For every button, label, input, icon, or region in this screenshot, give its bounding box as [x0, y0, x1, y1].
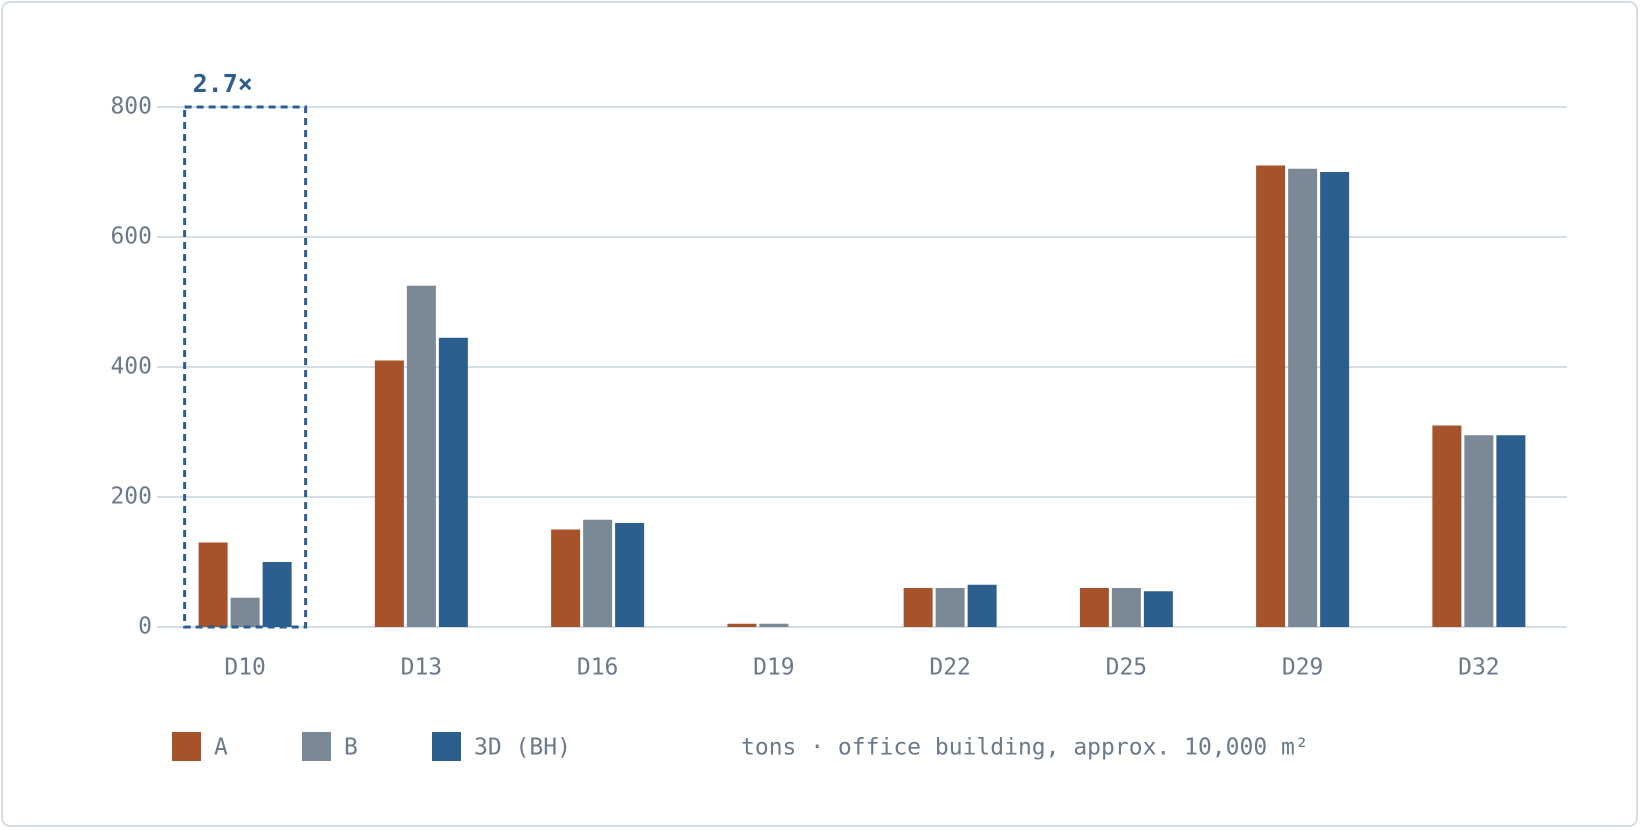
legend-label: A [214, 735, 228, 761]
bar [1288, 168, 1318, 627]
bar [903, 588, 933, 627]
bar [759, 623, 789, 627]
bar [1464, 435, 1494, 627]
legend-label: B [344, 735, 358, 761]
x-tick-label: D25 [1106, 655, 1148, 681]
x-tick-label: D29 [1282, 655, 1324, 681]
bar [198, 542, 228, 627]
bar [615, 523, 645, 627]
y-tick-label: 0 [138, 614, 152, 640]
bar [935, 588, 965, 627]
y-tick-label: 200 [110, 484, 152, 510]
x-tick-label: D19 [753, 655, 795, 681]
bar [551, 529, 581, 627]
bar [262, 562, 292, 627]
bar [1256, 165, 1286, 627]
bar [1432, 425, 1462, 627]
y-tick-label: 800 [110, 94, 152, 120]
x-tick-label: D16 [577, 655, 619, 681]
x-tick-label: D22 [929, 655, 971, 681]
annotation: 2.7× [193, 69, 253, 98]
x-tick-label: D13 [401, 655, 443, 681]
y-tick-label: 400 [110, 354, 152, 380]
legend-swatch [172, 732, 201, 761]
x-tick-label: D32 [1458, 655, 1500, 681]
bar [230, 597, 260, 627]
bar [967, 584, 997, 627]
bar [406, 285, 436, 627]
bar [1079, 588, 1109, 627]
bar [438, 337, 468, 627]
note: tons · office building, approx. 10,000 m… [741, 735, 1309, 761]
bar [374, 360, 404, 627]
bar [1111, 588, 1141, 627]
y-tick-label: 600 [110, 224, 152, 250]
legend-swatch [432, 732, 461, 761]
bar [1496, 435, 1526, 627]
bar [1143, 591, 1173, 627]
x-tick-label: D10 [224, 655, 266, 681]
bar [583, 519, 613, 627]
bar [1320, 172, 1350, 627]
bar [727, 623, 757, 627]
highlight-box [183, 105, 308, 629]
legend-swatch [302, 732, 331, 761]
legend-label: 3D (BH) [474, 735, 571, 761]
